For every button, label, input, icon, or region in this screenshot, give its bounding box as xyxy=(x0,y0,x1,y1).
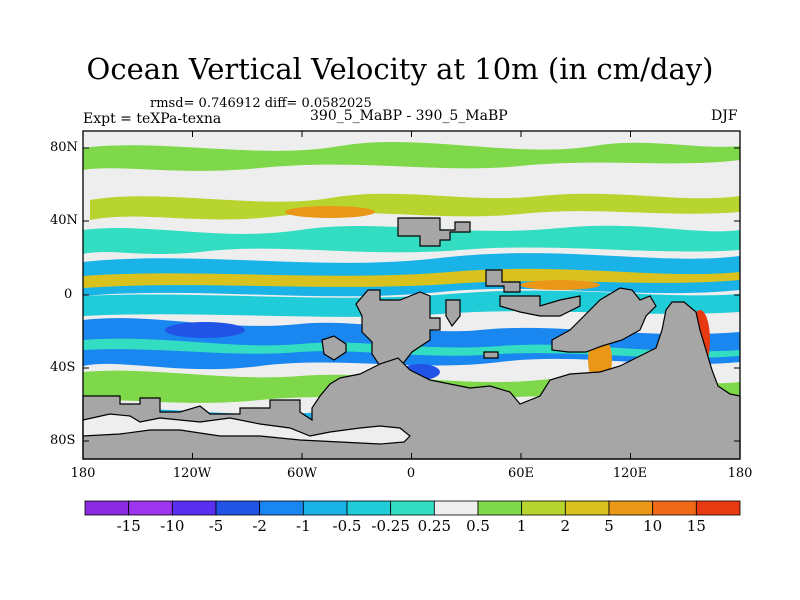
colorbar-box xyxy=(521,500,566,516)
land-asia-se xyxy=(499,295,581,317)
colorbar-label: 2 xyxy=(560,517,571,535)
plot-title: Ocean Vertical Velocity at 10m (in cm/da… xyxy=(86,52,714,86)
land-southeast-continent xyxy=(551,287,657,353)
colorbar-box xyxy=(695,500,741,516)
colorbar-box xyxy=(84,500,130,516)
lat-label-40s: 40S xyxy=(50,360,76,375)
colorbar-box xyxy=(259,500,304,516)
season-label: DJF xyxy=(711,108,738,124)
colorbar-label: 0.25 xyxy=(417,517,452,535)
lat-label-40n: 40N xyxy=(50,213,78,228)
lon-label-60e: 60E xyxy=(507,466,535,481)
colorbar-label: -5 xyxy=(208,517,224,535)
lat-ticks xyxy=(83,147,740,442)
land-africa xyxy=(355,289,441,373)
stats-text: rmsd= 0.746912 diff= 0.0582025 xyxy=(150,96,372,111)
lon-label-0: 0 xyxy=(406,466,416,481)
colorbar-label: -10 xyxy=(160,517,185,535)
colorbar-label: 5 xyxy=(604,517,614,535)
colorbar-label: 0.5 xyxy=(466,517,490,535)
lat-label-0: 0 xyxy=(64,287,73,302)
land-india xyxy=(445,299,461,328)
colorbar-box xyxy=(390,500,435,516)
lon-ticks xyxy=(82,131,741,459)
colorbar-box xyxy=(128,500,173,516)
lon-label-60w: 60W xyxy=(287,466,317,481)
colorbar-box xyxy=(215,500,261,516)
land-south-polar-west xyxy=(82,301,741,460)
lon-label-180w: 180 xyxy=(70,466,96,481)
colorbar-box xyxy=(564,500,610,516)
land-australia-small xyxy=(483,351,499,359)
colorbar-label: -0.25 xyxy=(371,517,410,535)
colorbar-label: 15 xyxy=(686,517,706,535)
colorbar-label: 10 xyxy=(643,517,663,535)
lon-label-180e: 180 xyxy=(727,466,753,481)
colorbar-box xyxy=(302,500,348,516)
colorbar-box xyxy=(608,500,654,516)
colorbar-box xyxy=(477,500,523,516)
colorbar xyxy=(84,500,741,516)
colorbar-box xyxy=(652,500,697,516)
colorbar-label: -0.5 xyxy=(332,517,362,535)
lat-label-80s: 80S xyxy=(50,433,76,448)
land-masses xyxy=(82,217,741,460)
cases-label: 390_5_MaBP - 390_5_MaBP xyxy=(310,108,508,124)
lon-label-120e: 120E xyxy=(612,466,648,481)
colorbar-label: -2 xyxy=(252,517,267,535)
colorbar-box xyxy=(171,500,217,516)
experiment-label: Expt = teXPa-texna xyxy=(83,111,222,127)
land-south-polar-east xyxy=(82,413,411,445)
colorbar-label: -15 xyxy=(116,517,141,535)
colorbar-label: 1 xyxy=(516,517,527,535)
land-arabia xyxy=(485,269,521,293)
lon-label-120w: 120W xyxy=(172,466,212,481)
land-americas-south xyxy=(321,335,347,361)
land-north-africa-europe xyxy=(397,217,471,247)
colorbar-label: -1 xyxy=(296,517,311,535)
colorbar-box xyxy=(433,500,479,516)
lat-label-80n: 80N xyxy=(50,140,78,155)
colorbar-box xyxy=(346,500,392,516)
